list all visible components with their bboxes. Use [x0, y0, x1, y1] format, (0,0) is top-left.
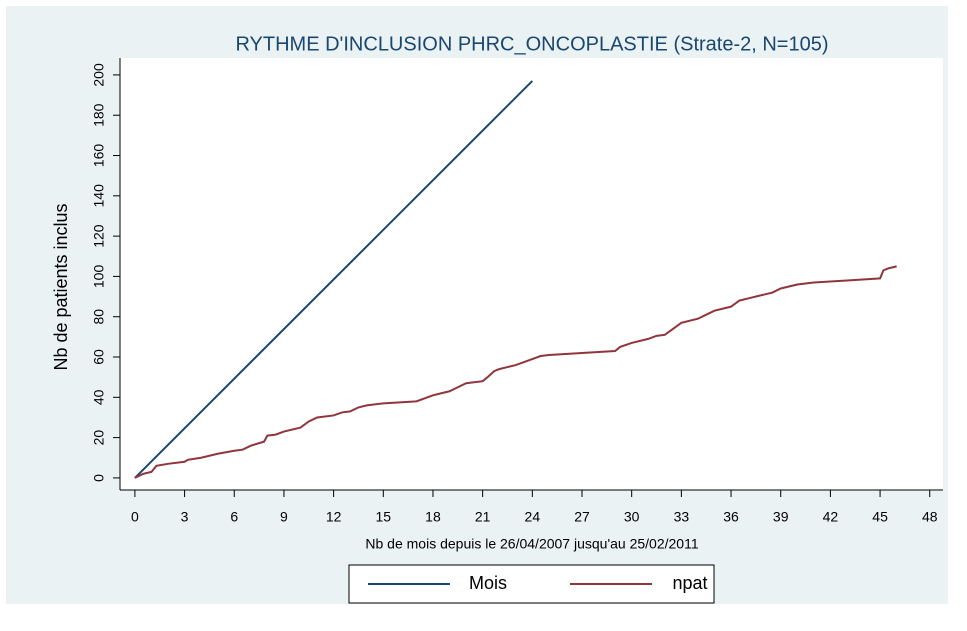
y-tick-label: 40 [91, 389, 107, 405]
x-tick-label: 45 [872, 509, 888, 525]
x-tick-label: 0 [131, 509, 139, 525]
x-tick-label: 48 [922, 509, 938, 525]
x-tick-label: 39 [773, 509, 789, 525]
x-tick-label: 18 [425, 509, 441, 525]
legend-label: npat [672, 573, 707, 593]
y-tick-label: 20 [91, 430, 107, 446]
x-tick-label: 24 [525, 509, 541, 525]
x-tick-label: 33 [674, 509, 690, 525]
y-tick-label: 180 [91, 103, 107, 127]
y-tick-label: 0 [91, 474, 107, 482]
x-tick-label: 21 [475, 509, 491, 525]
y-tick-label: 60 [91, 349, 107, 365]
series-line [134, 80, 534, 479]
x-tick-label: 42 [823, 509, 839, 525]
x-axis-label: Nb de mois depuis le 26/04/2007 jusqu'au… [365, 536, 698, 552]
y-tick-label: 200 [91, 63, 107, 87]
x-tick-label: 3 [181, 509, 189, 525]
x-tick-label: 30 [624, 509, 640, 525]
x-tick-label: 36 [723, 509, 739, 525]
x-tick-label: 27 [574, 509, 590, 525]
series-line [134, 265, 897, 479]
y-tick-label: 160 [91, 144, 107, 168]
x-tick-label: 6 [230, 509, 238, 525]
y-tick-label: 100 [91, 265, 107, 289]
y-tick-label: 120 [91, 224, 107, 248]
x-tick-label: 9 [280, 509, 288, 525]
plot-area [120, 58, 943, 490]
y-tick-label: 140 [91, 184, 107, 208]
x-tick-label: 12 [326, 509, 342, 525]
chart-title: RYTHME D'INCLUSION PHRC_ONCOPLASTIE (Str… [235, 33, 828, 55]
x-tick-label: 15 [376, 509, 392, 525]
y-tick-label: 80 [91, 309, 107, 325]
legend-label: Mois [469, 573, 507, 593]
y-axis-label: Nb de patients inclus [51, 203, 71, 370]
